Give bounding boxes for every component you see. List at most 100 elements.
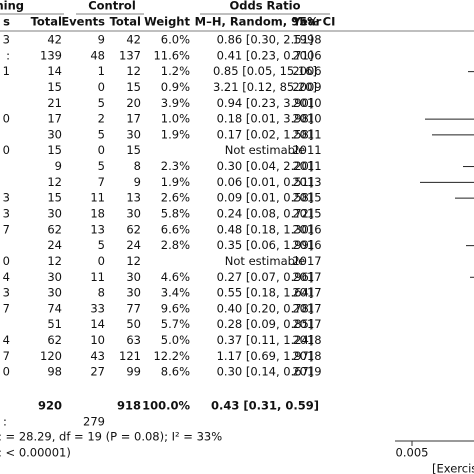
cell: 2009 [292,80,321,94]
cell: 9 [134,175,141,189]
cell: 18 [90,207,105,221]
cell: 11 [90,191,105,205]
cell: 0.28 [0.09, 0.85] [217,317,314,331]
cell: 1998 [292,33,321,47]
cell: 12 [47,254,62,268]
cell: 3.4% [161,286,190,300]
cell: 2017 [292,254,321,268]
cell: 2011 [292,159,321,173]
cell: 2019 [292,365,321,379]
cell: 2013 [292,175,321,189]
cell: 14 [90,317,105,331]
cell: 121 [119,349,141,363]
cell: 0.86 [0.30, 2.51] [217,33,314,47]
group2-header: Control [88,0,136,13]
cell: 5.7% [161,317,190,331]
cell: 15 [126,143,141,157]
cell: 0.30 [0.04, 2.20] [217,159,314,173]
total: 918 [117,399,141,413]
cell: 30 [126,127,141,141]
cell: 24 [47,238,62,252]
cell: 62 [47,222,62,236]
cell: 1.0% [161,112,190,126]
column-header: Year [292,15,322,29]
heterogeneity: : = 28.29, df = 19 (P = 0.08); I² = 33% [0,430,222,444]
cell: 2011 [292,143,321,157]
cell: 8.6% [161,365,190,379]
cell: 0.24 [0.08, 0.72] [217,207,314,221]
cell: 1.9% [161,127,190,141]
cell: 8 [134,159,141,173]
cell: 20 [126,96,141,110]
group1-header: e training [0,0,24,13]
cell: 30 [126,270,141,284]
total: 920 [38,399,62,413]
overall-effect: : < 0.00001) [0,446,71,460]
cell: 42 [47,33,62,47]
cell: 0.18 [0.01, 3.98] [217,112,314,126]
cell: 120 [40,349,62,363]
axis-tick-label: 0.005 [396,446,429,460]
cell: 2006 [292,48,321,62]
cell: 2 [98,112,105,126]
cell: 5 [98,159,105,173]
cell: 5.0% [161,333,190,347]
cell: 15 [126,80,141,94]
cell: 0 [3,112,10,126]
column-header: Total [110,15,141,29]
cell: 63 [126,333,141,347]
cell: 1 [3,64,10,78]
cell: 3 [3,207,10,221]
cell: 0 [98,254,105,268]
cell: 50 [126,317,141,331]
total: 100.0% [142,399,190,413]
cell: 0 [3,254,10,268]
cell: 3.9% [161,96,190,110]
cell: 4 [3,270,10,284]
cell: 42 [126,33,141,47]
cell: : [6,48,10,62]
cell: Not estimable [225,254,305,268]
cell: 15 [47,80,62,94]
effect-header: Odds Ratio [229,0,300,13]
cell: 2.8% [161,238,190,252]
cell: 4 [3,333,10,347]
cell: 3 [3,33,10,47]
cell: 2018 [292,333,321,347]
cell: 10 [90,333,105,347]
cell: 7 [98,175,105,189]
cell: 2015 [292,191,321,205]
cell: 4.6% [161,270,190,284]
cell: 2015 [292,207,321,221]
cell: 8 [98,286,105,300]
cell: 2017 [292,270,321,284]
cell: 0.27 [0.07, 0.96] [217,270,314,284]
cell: 30 [47,207,62,221]
cell: 3 [3,191,10,205]
cell: 17 [126,112,141,126]
events-label: : [3,415,7,429]
cell: 2.6% [161,191,190,205]
column-header: s [3,15,10,29]
cell: 30 [47,270,62,284]
cell: 21 [47,96,62,110]
cell: 0.30 [0.14, 0.67] [217,365,314,379]
cell: 9 [55,159,62,173]
cell: 11.6% [153,48,190,62]
cell: 99 [126,365,141,379]
cell: 0 [98,80,105,94]
cell: 62 [47,333,62,347]
cell: 9 [98,33,105,47]
cell: Not estimable [225,143,305,157]
cell: 6.6% [161,222,190,236]
cell: 12.2% [153,349,190,363]
cell: 0 [3,365,10,379]
cell: 2010 [292,112,321,126]
cell: 0.9% [161,80,190,94]
cell: 0.55 [0.18, 1.64] [217,286,314,300]
cell: 5 [98,96,105,110]
cell: 3 [3,286,10,300]
cell: 3.21 [0.12, 85.20] [213,80,317,94]
cell: 12 [126,254,141,268]
